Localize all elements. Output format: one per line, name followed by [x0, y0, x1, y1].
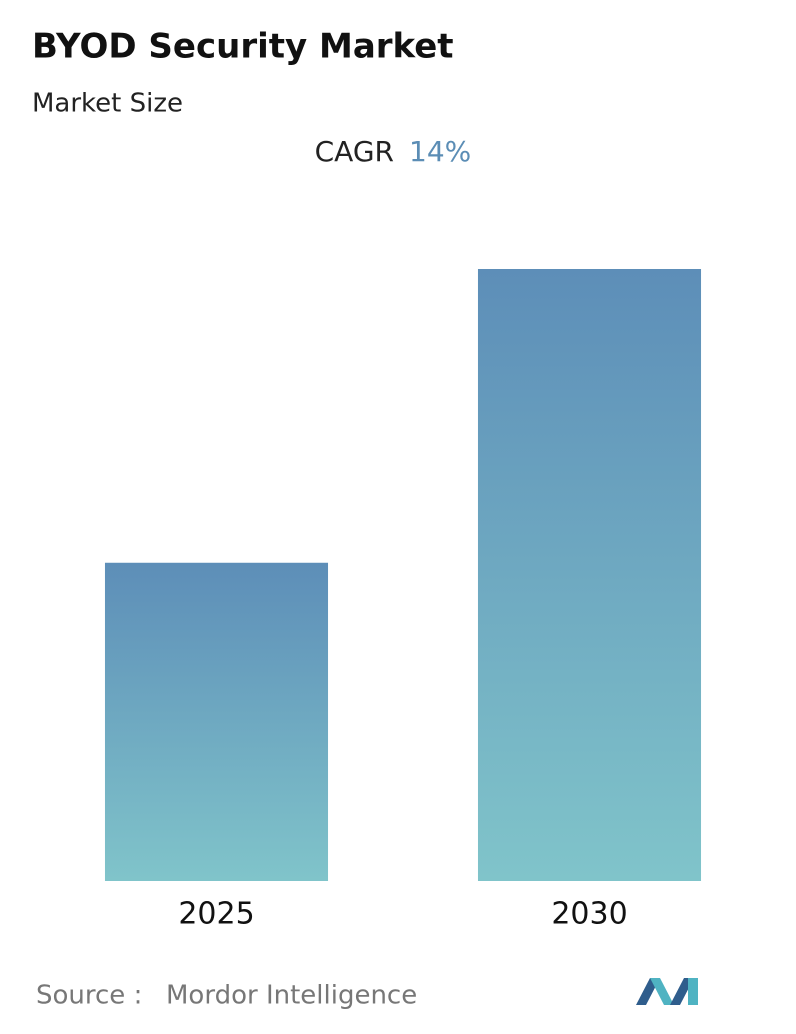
x-tick-label: 2030: [551, 897, 627, 932]
cagr-label: CAGR: [315, 135, 394, 168]
chart-subtitle: Market Size: [32, 89, 183, 119]
source-label: Source :: [36, 981, 142, 1011]
bar: [477, 269, 702, 881]
source: Mordor Intelligence: [166, 981, 417, 1011]
bar: [104, 562, 329, 881]
x-tick-label: 2025: [178, 897, 254, 932]
chart-title: BYOD Security Market: [32, 27, 454, 67]
logo: [636, 978, 698, 1005]
cagr-value: 14%: [409, 135, 471, 168]
